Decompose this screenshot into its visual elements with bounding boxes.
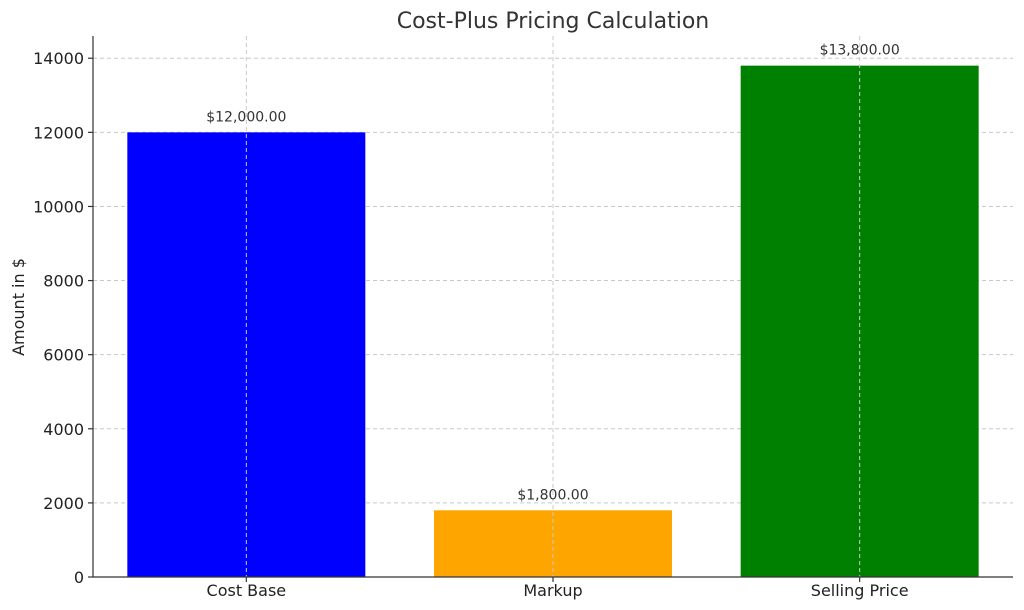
y-tick-label: 14000 (33, 49, 84, 68)
y-tick-label: 10000 (33, 197, 84, 216)
chart-title: Cost-Plus Pricing Calculation (397, 9, 710, 34)
y-tick-label: 4000 (43, 420, 84, 439)
y-tick-label: 0 (74, 568, 84, 587)
x-tick-label: Markup (523, 581, 582, 600)
bar-value-label: $12,000.00 (206, 109, 286, 125)
y-tick-label: 2000 (43, 494, 84, 513)
x-tick-label: Selling Price (811, 581, 909, 600)
axes (88, 36, 1013, 582)
y-axis-label: Amount in $ (9, 258, 28, 356)
y-tick-label: 12000 (33, 123, 84, 142)
x-tick-label: Cost Base (207, 581, 287, 600)
bar-value-label: $1,800.00 (517, 487, 588, 503)
y-tick-label: 8000 (43, 272, 84, 291)
bar-value-label: $13,800.00 (820, 43, 900, 59)
labels: 0 2000 4000 6000 8000 10000 12000 14000 Cost Bas… (33, 43, 908, 600)
y-tick-label: 6000 (43, 346, 84, 365)
